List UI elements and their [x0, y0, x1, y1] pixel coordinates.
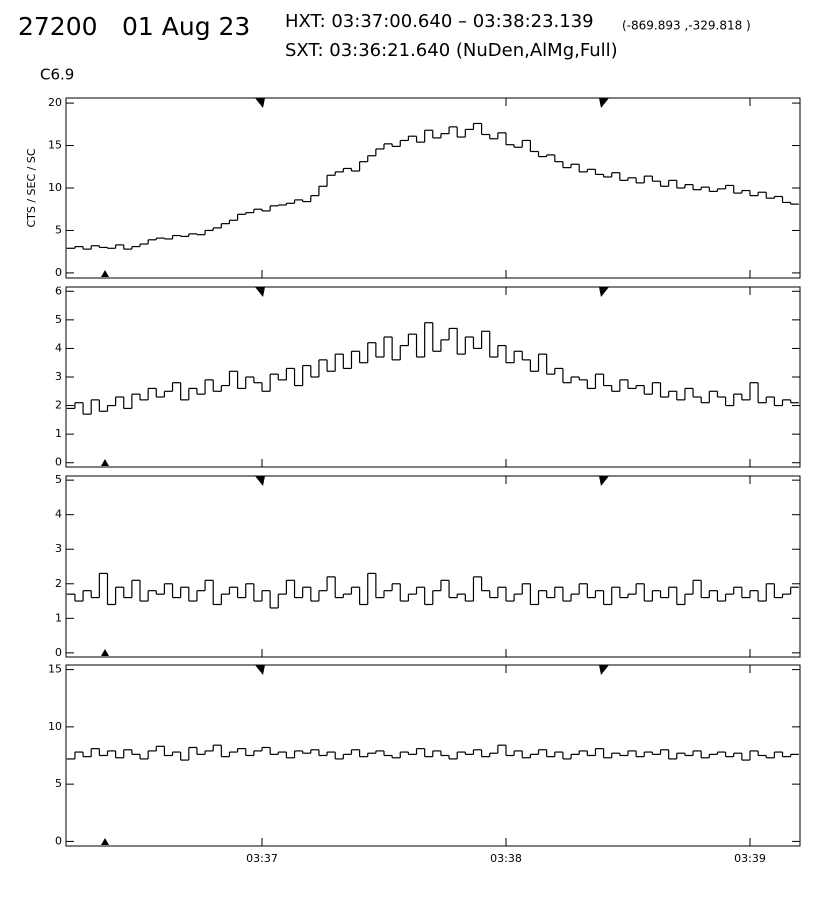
y-tick-label: 15 — [48, 139, 62, 152]
y-tick-label: 10 — [48, 181, 62, 194]
y-tick-label: 4 — [55, 341, 62, 354]
marker — [599, 287, 609, 297]
y-tick-label: 1 — [55, 427, 62, 440]
marker — [599, 476, 609, 486]
coordinates: (-869.893 ,-329.818 ) — [622, 19, 751, 33]
x-tick-label: 03:39 — [734, 852, 766, 865]
event-date: 01 Aug 23 — [122, 12, 250, 41]
marker — [599, 98, 609, 108]
y-tick-label: 5 — [55, 223, 62, 236]
y-tick-label: 0 — [55, 646, 62, 659]
y-tick-label: 6 — [55, 284, 62, 297]
x-tick-label: 03:38 — [490, 852, 522, 865]
sxt-info: SXT: 03:36:21.640 (NuDen,AlMg,Full) — [285, 40, 618, 61]
y-tick-label: 1 — [55, 611, 62, 624]
y-tick-label: 5 — [55, 777, 62, 790]
x-tick-label: 03:37 — [246, 852, 278, 865]
y-tick-label: 2 — [55, 399, 62, 412]
marker — [101, 270, 109, 277]
marker — [101, 649, 109, 656]
marker — [101, 838, 109, 845]
plot-frame — [65, 475, 801, 658]
y-tick-label: 10 — [48, 720, 62, 733]
y-tick-label: 0 — [55, 266, 62, 279]
hxt-range: HXT: 03:37:00.640 – 03:38:23.139 — [285, 11, 594, 32]
plot-frame — [65, 286, 801, 468]
plot-frame — [65, 664, 801, 847]
y-tick-label: 5 — [55, 313, 62, 326]
marker — [101, 459, 109, 466]
marker — [255, 287, 265, 297]
y-tick-label: 3 — [55, 542, 62, 555]
marker — [255, 476, 265, 486]
y-tick-label: 20 — [48, 96, 62, 109]
y-tick-label: 0 — [55, 834, 62, 847]
y-axis-label: CTS / SEC / SC — [25, 148, 38, 227]
y-tick-label: 15 — [48, 663, 62, 676]
y-tick-label: 0 — [55, 456, 62, 469]
marker — [255, 665, 265, 675]
y-tick-label: 2 — [55, 577, 62, 590]
y-tick-label: 5 — [55, 473, 62, 486]
marker — [599, 665, 609, 675]
plot-frame — [65, 97, 801, 279]
event-id: 27200 — [18, 12, 98, 41]
marker — [255, 98, 265, 108]
y-tick-label: 4 — [55, 508, 62, 521]
flare-class: C6.9 — [40, 66, 74, 84]
y-tick-label: 3 — [55, 370, 62, 383]
